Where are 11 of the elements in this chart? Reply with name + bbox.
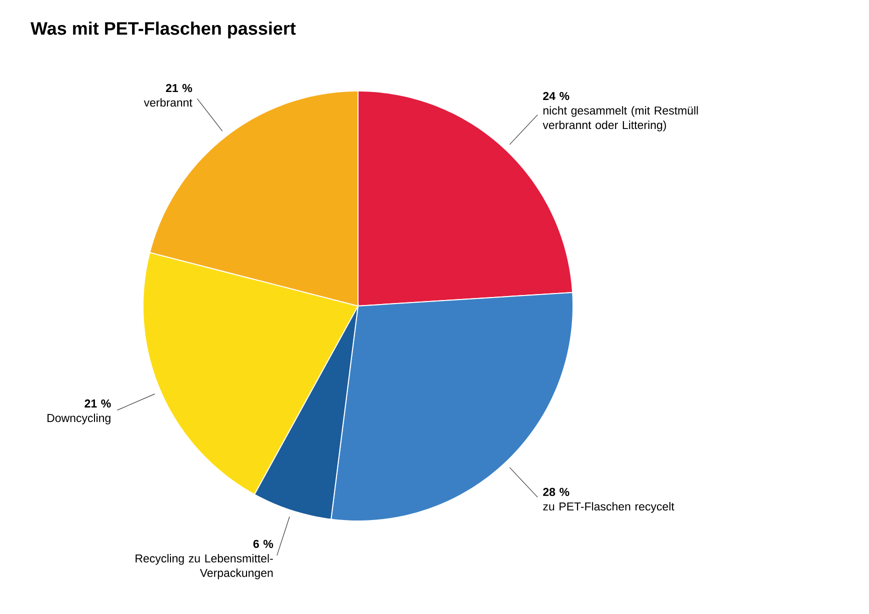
slice-label: Recycling zu Lebensmittel-Verpackungen	[136, 554, 273, 580]
chart-title: Was mit PET-Flaschen passiert	[30, 22, 296, 38]
slice-label: verbrannt	[144, 98, 192, 107]
data-label: 21 %	[166, 84, 192, 92]
data-label: 6 %	[253, 540, 274, 548]
data-label: 28 %	[543, 488, 570, 496]
slice-label: zu PET-Flaschen recycelt	[543, 502, 674, 513]
data-label: 21 %	[84, 399, 111, 408]
data-label: 24 %	[543, 92, 570, 100]
slice-label: Downcycling	[48, 414, 110, 424]
slice-label: nicht gesammelt (mit Restmüll verbrannt oder Littering)	[542, 106, 698, 132]
